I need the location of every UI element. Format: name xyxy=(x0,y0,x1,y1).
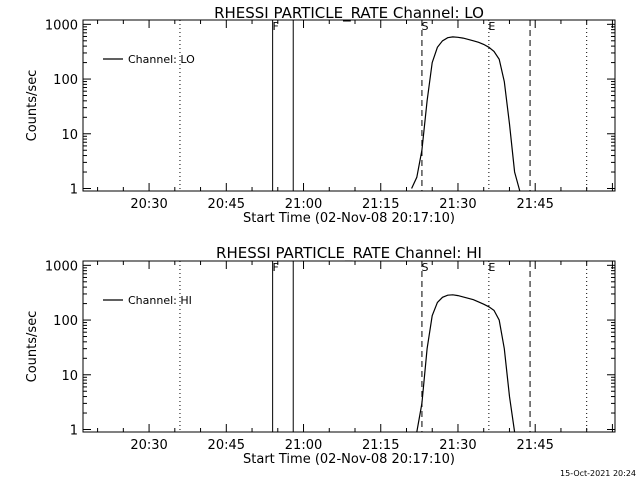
x-tick-label: 21:00 xyxy=(285,438,322,453)
x-tick-label: 20:45 xyxy=(208,197,245,212)
x-tick-label: 21:30 xyxy=(439,438,476,453)
marker-label: S xyxy=(421,20,428,33)
chart-panel-2: RHESSI PARTICLE_RATE Channel: HI 20:30 20:… xyxy=(25,244,616,467)
chart-title: RHESSI PARTICLE_RATE Channel: HI xyxy=(216,244,482,263)
y-axis-label: Counts/sec xyxy=(25,70,40,142)
series-line xyxy=(416,294,516,433)
legend-label: Channel: HI xyxy=(128,294,192,307)
y-tick-label: 100 xyxy=(53,314,78,329)
series-line xyxy=(411,36,521,192)
y-axis-label: Counts/sec xyxy=(25,311,40,383)
marker-label: F xyxy=(272,261,278,274)
marker-label: F xyxy=(272,20,278,33)
x-tick-label: 21:45 xyxy=(516,438,553,453)
chart-title: RHESSI PARTICLE_RATE Channel: LO xyxy=(214,4,484,23)
footer-timestamp: 15-Oct-2021 20:24 xyxy=(560,469,636,478)
x-tick-label: 20:30 xyxy=(130,197,167,212)
x-axis-label: Start Time (02-Nov-08 20:17:10) xyxy=(243,211,455,226)
x-tick-label: 21:15 xyxy=(362,197,399,212)
plot-frame xyxy=(82,260,616,433)
y-tick-label: 1000 xyxy=(45,18,78,33)
chart-panel-1: RHESSI PARTICLE_RATE Channel: LO 20:30 20:… xyxy=(25,4,616,226)
x-tick-label: 21:15 xyxy=(362,438,399,453)
y-tick-label: 10 xyxy=(61,128,78,143)
x-axis-label: Start Time (02-Nov-08 20:17:10) xyxy=(243,452,455,467)
plot-frame xyxy=(82,19,616,192)
y-tick-label: 100 xyxy=(53,73,78,88)
marker-label: E xyxy=(488,261,495,274)
y-tick-label: 1000 xyxy=(45,259,78,274)
y-tick-label: 1 xyxy=(70,423,78,438)
legend-label: Channel: LO xyxy=(128,53,195,66)
x-tick-label: 21:30 xyxy=(439,197,476,212)
x-tick-label: 20:30 xyxy=(130,438,167,453)
x-tick-label: 21:45 xyxy=(516,197,553,212)
marker-label: E xyxy=(488,20,495,33)
x-tick-label: 20:45 xyxy=(208,438,245,453)
y-tick-label: 10 xyxy=(61,369,78,384)
y-tick-label: 1 xyxy=(70,182,78,197)
x-tick-label: 21:00 xyxy=(285,197,322,212)
marker-label: S xyxy=(421,261,428,274)
